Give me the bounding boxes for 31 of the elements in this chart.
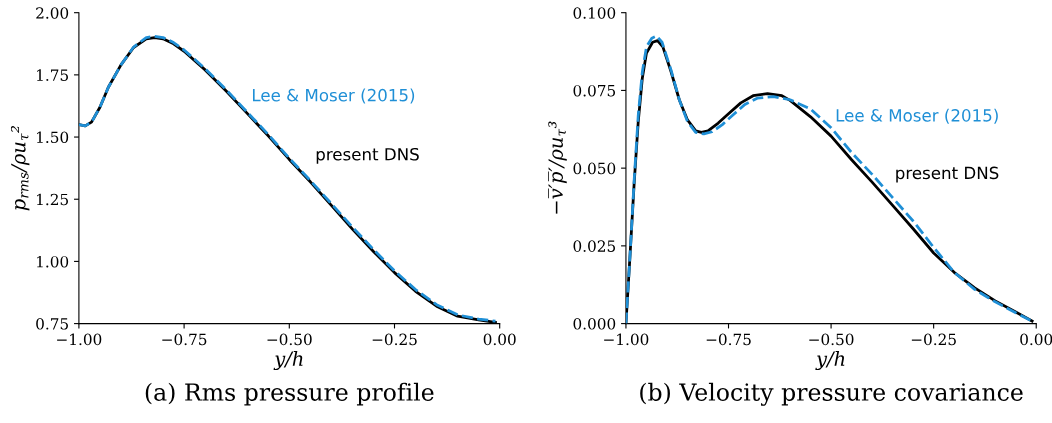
x-axis-title: y/h xyxy=(273,350,303,370)
x-tick-label: 0.00 xyxy=(1020,333,1052,346)
x-tick-label: −1.00 xyxy=(604,333,649,346)
x-tick-label: 0.00 xyxy=(483,333,516,346)
x-tick-label: −0.75 xyxy=(706,333,751,346)
text: (a) Rms pressure profile xyxy=(145,382,434,406)
x-tick-label: −0.50 xyxy=(267,333,312,346)
x-axis-title: y/h xyxy=(815,350,845,370)
y-tick-label: 0.000 xyxy=(573,318,616,330)
y-axis-title: p$_{rms}$/ρu$_{τ}$² xyxy=(10,126,30,211)
y-tick-label: 0.050 xyxy=(573,162,616,175)
series-label: present DNS xyxy=(896,166,999,183)
y-tick-label: 2.00 xyxy=(36,7,69,19)
y-tick-label: 1.25 xyxy=(37,193,68,206)
x-tick-label: −1.00 xyxy=(57,333,102,346)
text: (b) Velocity pressure covariance xyxy=(640,382,1023,406)
x-tick-label: −0.25 xyxy=(911,333,956,346)
series-label: present DNS xyxy=(316,147,419,164)
series-label: Lee & Moser (2015) xyxy=(836,108,998,124)
series-label: Lee & Moser (2015) xyxy=(252,88,415,104)
y-tick-label: 0.100 xyxy=(573,7,616,19)
y-tick-label: 1.00 xyxy=(37,255,69,268)
x-tick-label: −0.50 xyxy=(809,333,854,346)
y-tick-label: 0.75 xyxy=(36,318,68,330)
y-tick-label: 1.75 xyxy=(37,69,68,81)
y-tick-label: 1.50 xyxy=(37,131,69,144)
y-axis-title: −v̅′p̅′/ρu$_{τ}$³ xyxy=(548,121,567,214)
y-tick-label: 0.025 xyxy=(573,240,616,252)
x-tick-label: −0.75 xyxy=(162,333,207,346)
x-tick-label: −0.25 xyxy=(372,333,417,346)
y-tick-label: 0.075 xyxy=(573,84,616,97)
